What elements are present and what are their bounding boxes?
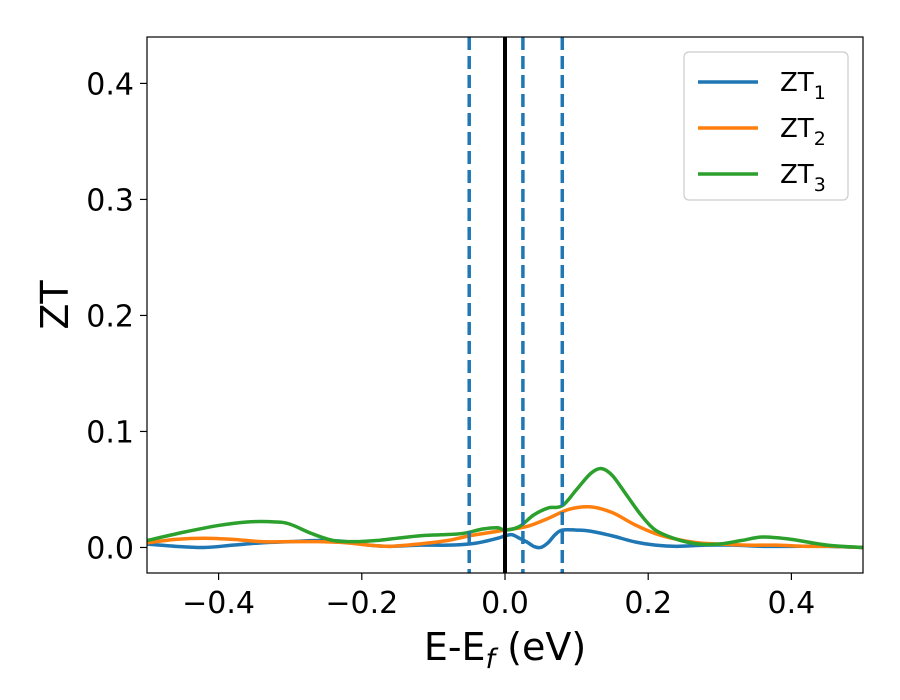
plot-content [147, 37, 863, 573]
y-axis: 0.0 0.1 0.2 0.3 0.4 [86, 67, 147, 566]
x-axis: −0.4 −0.2 0.0 0.2 0.4 [182, 573, 815, 621]
series-line-3 [147, 466, 863, 550]
legend-label-2: ZT2 [780, 114, 826, 150]
legend-label-1: ZT1 [780, 68, 826, 104]
legend: ZT1 ZT2 ZT3 [683, 51, 849, 201]
legend-label-3: ZT3 [780, 160, 826, 196]
plot-area [146, 36, 864, 574]
x-tick-label: 0.0 [481, 586, 529, 621]
x-tick-label: 0.4 [768, 586, 816, 621]
legend-box [683, 51, 849, 201]
x-axis-title: E-Ef (eV) [424, 625, 586, 675]
y-tick-label: 0.1 [86, 415, 134, 450]
y-tick-label: 0.0 [86, 531, 134, 566]
y-tick-label: 0.4 [86, 67, 134, 102]
y-tick-label: 0.2 [86, 299, 134, 334]
x-tick-label: −0.4 [182, 586, 255, 621]
y-axis-title: ZT [33, 280, 77, 330]
y-tick-label: 0.3 [86, 183, 134, 218]
x-tick-label: −0.2 [325, 586, 398, 621]
x-tick-label: 0.2 [624, 586, 672, 621]
